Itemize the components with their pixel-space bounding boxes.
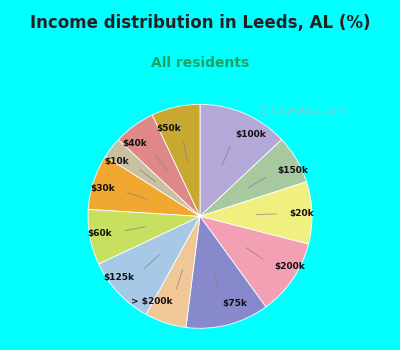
Wedge shape <box>99 216 200 314</box>
Text: $40k: $40k <box>122 139 147 148</box>
Text: $10k: $10k <box>104 157 129 166</box>
Text: $125k: $125k <box>104 273 135 282</box>
Wedge shape <box>146 216 200 327</box>
Text: $60k: $60k <box>87 229 112 238</box>
Text: > $200k: > $200k <box>131 297 172 306</box>
Wedge shape <box>118 115 200 216</box>
Text: $30k: $30k <box>90 184 115 193</box>
Text: $150k: $150k <box>277 166 308 175</box>
Text: $20k: $20k <box>290 209 314 218</box>
Wedge shape <box>200 216 308 307</box>
Wedge shape <box>200 140 306 216</box>
Wedge shape <box>152 104 200 216</box>
Text: Income distribution in Leeds, AL (%): Income distribution in Leeds, AL (%) <box>30 14 370 32</box>
Wedge shape <box>200 104 282 216</box>
Wedge shape <box>200 182 312 244</box>
Wedge shape <box>88 209 200 264</box>
Text: $50k: $50k <box>156 124 180 133</box>
Text: $75k: $75k <box>222 299 247 308</box>
Text: ⓘ City-Data.com: ⓘ City-Data.com <box>262 105 346 115</box>
Text: All residents: All residents <box>151 56 249 70</box>
Wedge shape <box>186 216 266 328</box>
Text: $200k: $200k <box>274 262 305 271</box>
Wedge shape <box>106 140 200 216</box>
Wedge shape <box>88 156 200 216</box>
Text: $100k: $100k <box>236 130 266 139</box>
